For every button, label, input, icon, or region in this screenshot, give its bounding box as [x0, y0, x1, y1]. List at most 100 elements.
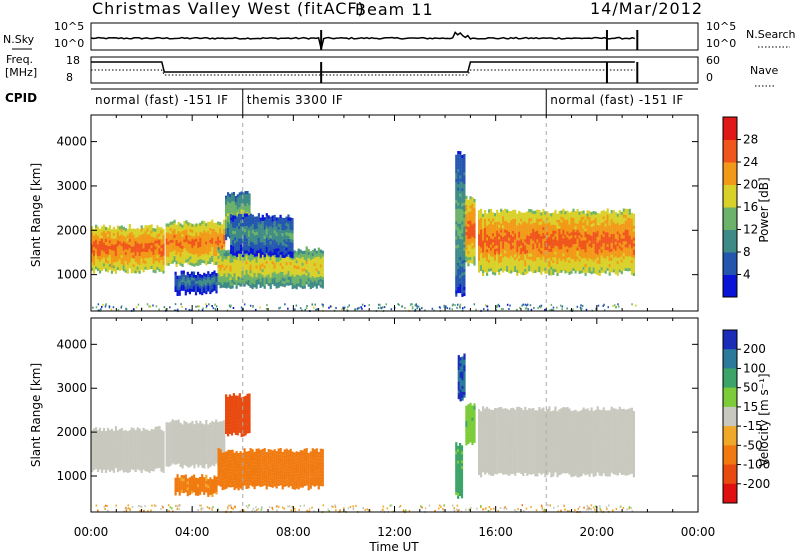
- data-cell: [177, 246, 180, 250]
- data-cell: [317, 276, 320, 280]
- data-cell: [305, 272, 308, 276]
- data-cell: [183, 248, 186, 252]
- data-cell: [473, 208, 476, 212]
- data-cell: [459, 232, 462, 236]
- data-cell: [508, 264, 511, 268]
- data-cell: [183, 254, 186, 258]
- data-cell: [626, 217, 629, 221]
- data-cell: [223, 255, 226, 259]
- data-cell: [564, 237, 567, 241]
- noise-cell: [498, 305, 501, 308]
- data-cell: [578, 232, 581, 236]
- data-cell: [566, 234, 569, 238]
- data-cell: [171, 233, 174, 237]
- data-cell: [96, 264, 100, 269]
- noise-cell: [631, 510, 634, 513]
- data-cell: [463, 157, 466, 161]
- data-cell: [225, 219, 228, 223]
- data-cell: [96, 244, 100, 248]
- data-cell: [457, 172, 460, 176]
- data-cell: [190, 282, 193, 287]
- data-cell: [236, 194, 239, 198]
- noise-cell: [488, 506, 491, 508]
- data-cell: [594, 235, 597, 239]
- data-cell: [238, 250, 241, 254]
- noise-cell: [279, 306, 281, 309]
- data-cell: [455, 233, 458, 237]
- data-cell: [600, 267, 603, 271]
- data-cell: [592, 234, 595, 238]
- data-cell: [457, 205, 460, 209]
- data-cell: [182, 279, 185, 283]
- data-cell: [620, 238, 623, 242]
- data-cell: [236, 253, 239, 257]
- data-cell: [285, 253, 288, 257]
- data-cell: [490, 211, 493, 216]
- data-cell: [279, 236, 282, 240]
- noise-cell: [201, 308, 204, 311]
- data-cell: [219, 285, 222, 289]
- data-cell: [291, 236, 294, 240]
- data-cell: [518, 210, 521, 214]
- data-cell: [584, 252, 587, 256]
- noise-cell: [513, 508, 516, 511]
- data-cell: [478, 269, 481, 273]
- data-cell: [283, 254, 286, 258]
- data-cell: [205, 232, 208, 236]
- data-cell: [242, 217, 245, 221]
- data-cell: [506, 268, 509, 272]
- data-cell: [624, 217, 627, 221]
- data-cell: [620, 226, 623, 230]
- data-cell: [538, 213, 541, 217]
- noise-cell: [577, 507, 579, 510]
- data-cell: [110, 247, 113, 251]
- data-cell: [626, 265, 629, 269]
- data-cell: [512, 266, 515, 270]
- nsearch-label: N.Search: [746, 28, 796, 41]
- data-cell: [179, 229, 182, 233]
- data-cell: [586, 260, 589, 264]
- data-cell: [238, 216, 241, 220]
- data-cell: [197, 232, 200, 236]
- data-cell: [457, 178, 460, 182]
- data-cell: [287, 273, 290, 277]
- data-cell: [144, 257, 147, 261]
- data-cell: [572, 253, 575, 257]
- data-cell: [181, 239, 184, 243]
- data-cell: [182, 276, 185, 280]
- data-cell: [182, 270, 185, 274]
- data-cell: [490, 223, 493, 227]
- y-tick-label: 4000: [56, 135, 87, 149]
- noise-cell: [306, 509, 308, 512]
- data-cell: [516, 243, 519, 247]
- data-cell: [572, 214, 575, 218]
- data-cell: [532, 228, 535, 232]
- data-cell: [486, 240, 489, 244]
- data-cell: [534, 216, 537, 220]
- data-cell: [285, 232, 288, 236]
- data-cell: [285, 235, 288, 239]
- data-cell: [552, 248, 555, 252]
- data-cell: [502, 269, 505, 273]
- data-cell: [461, 242, 464, 246]
- data-cell: [461, 281, 464, 285]
- data-cell: [628, 259, 631, 263]
- data-cell: [590, 232, 593, 236]
- noise-cell: [552, 306, 555, 309]
- data-cell: [471, 242, 474, 246]
- data-cell: [231, 285, 234, 289]
- data-cell: [612, 224, 615, 229]
- data-cell: [530, 235, 533, 240]
- data-cell: [536, 215, 539, 219]
- noise-cell: [124, 507, 127, 510]
- data-cell: [319, 272, 322, 276]
- data-cell: [610, 263, 613, 267]
- data-cell: [271, 266, 274, 270]
- data-cell: [249, 267, 252, 271]
- data-cell: [263, 268, 266, 272]
- data-cell: [277, 273, 280, 277]
- data-cell: [132, 263, 135, 268]
- noise-cell: [349, 505, 352, 508]
- data-cell: [213, 225, 216, 229]
- data-cell: [600, 234, 603, 238]
